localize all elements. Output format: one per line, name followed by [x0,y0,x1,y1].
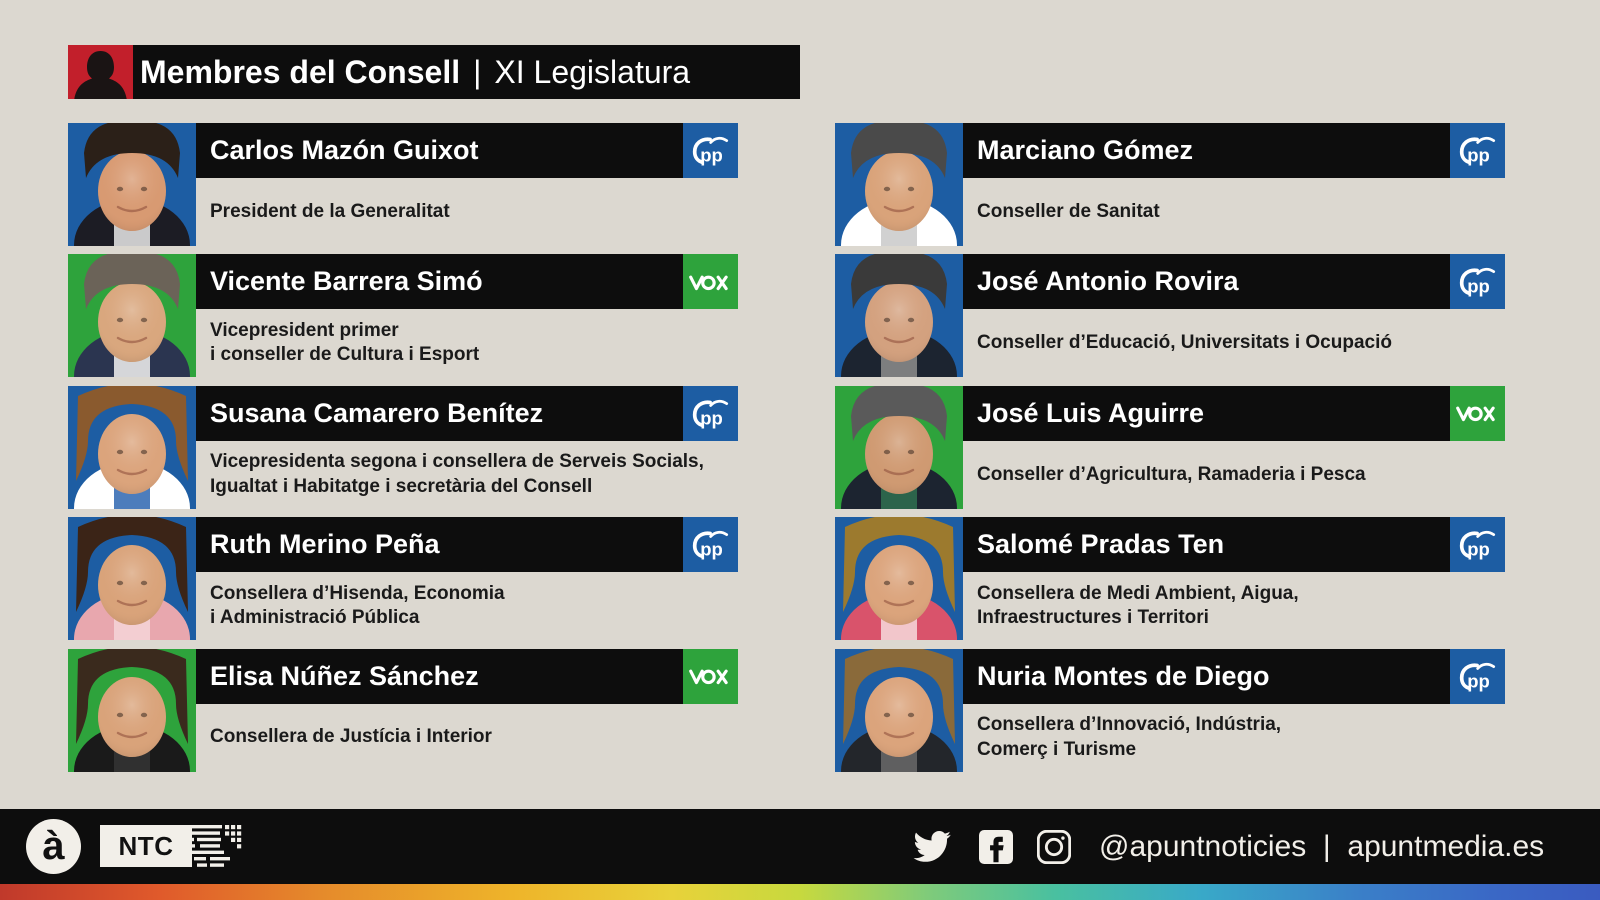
svg-text:pp: pp [1467,276,1490,297]
svg-text:pp: pp [1467,145,1490,166]
svg-text:pp: pp [1467,539,1490,560]
svg-text:pp: pp [700,539,723,560]
svg-text:pp: pp [1467,670,1490,691]
svg-text:pp: pp [700,145,723,166]
svg-text:pp: pp [700,407,723,428]
